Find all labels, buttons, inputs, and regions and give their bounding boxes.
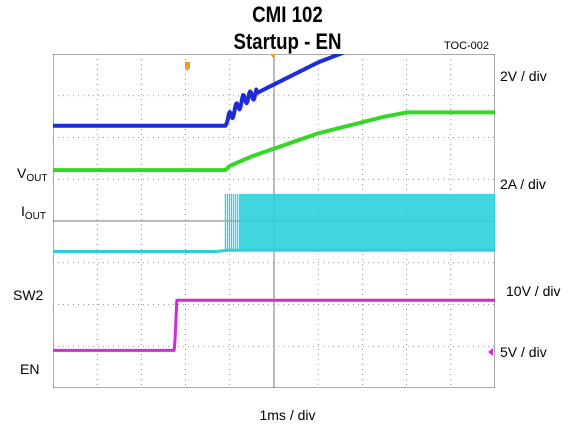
scale-en: 5V / div <box>500 344 547 360</box>
trigger-position-icon <box>270 54 276 58</box>
trace-sw2 <box>53 248 495 253</box>
trace-iout <box>53 110 495 173</box>
label-en: EN <box>20 361 40 377</box>
figure-reference: TOC-002 <box>444 40 490 52</box>
chart-title: CMI 102 <box>252 2 323 27</box>
chart-subtitle: Startup - EN <box>233 29 342 54</box>
oscilloscope-plot <box>53 54 495 388</box>
plot-traces <box>53 54 495 352</box>
label-vout: VOUT <box>17 165 48 184</box>
time-scale-label: 1ms / div <box>259 407 316 423</box>
trace-sw2-switching-band <box>238 193 495 251</box>
label-sw2: SW2 <box>13 287 44 303</box>
scale-vout: 2V / div <box>500 68 547 84</box>
trace-vout <box>53 54 346 128</box>
trace-en <box>53 298 495 352</box>
trigger-marker-icon <box>185 62 190 71</box>
scale-sw2: 10V / div <box>506 283 561 299</box>
label-iout: IOUT <box>21 203 46 222</box>
scale-iout: 2A / div <box>500 176 546 192</box>
en-offset-icon <box>488 348 493 356</box>
